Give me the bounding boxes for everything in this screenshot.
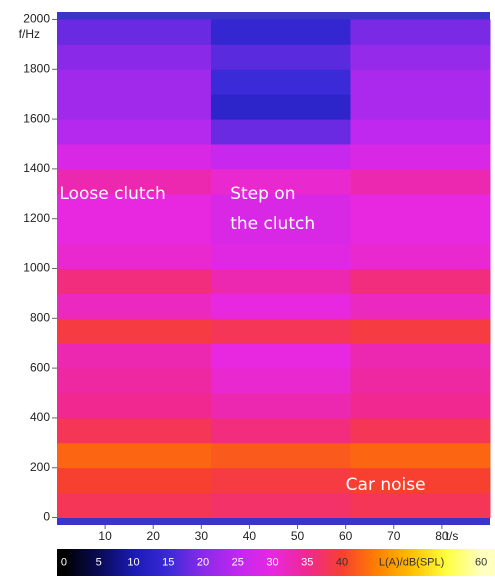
heatmap-cell [57, 219, 211, 244]
heatmap-cell [211, 443, 351, 468]
x-tick-label: 10 [98, 529, 112, 543]
chart: f/Hz t/s 0200400600800100012001400160018… [0, 0, 495, 578]
x-tick-label: 80 [435, 529, 449, 543]
heatmap-cell [57, 19, 211, 44]
colorbar-label: L(A)/dB(SPL) [379, 556, 444, 568]
y-tick-label: 800 [30, 310, 50, 324]
y-tick-label: 1000 [23, 261, 50, 275]
heatmap-cell [57, 94, 211, 119]
heatmap-cell [350, 493, 490, 518]
heatmap-cell [211, 468, 351, 493]
heatmap-cell [57, 493, 211, 518]
heatmap-cell [211, 94, 351, 119]
heatmap-cell [211, 493, 351, 518]
x-tick-label: 40 [243, 529, 257, 543]
heatmap-cell [57, 443, 211, 468]
y-tick-label: 600 [30, 360, 50, 374]
y-tick-label: 0 [43, 510, 50, 524]
heatmap-cell [350, 269, 490, 294]
heatmap-cell [350, 194, 490, 219]
heatmap-cell [211, 244, 351, 269]
heatmap-cell [57, 119, 211, 144]
heatmap-cell [350, 293, 490, 318]
heatmap-cell [211, 119, 351, 144]
heatmap-cell [57, 368, 211, 393]
heatmap-cell [211, 343, 351, 368]
colorbar-tick-label: 20 [197, 556, 209, 568]
y-tick-label: 400 [30, 410, 50, 424]
heatmap-cell [57, 44, 211, 69]
heatmap-cell [350, 443, 490, 468]
colorbar-tick-label: 5 [96, 556, 102, 568]
y-tick-label: 1400 [23, 161, 50, 175]
colorbar-tick-label: 0 [61, 556, 67, 568]
heatmap-cell [57, 69, 211, 94]
x-tick-label: 20 [147, 529, 161, 543]
x-tick-label: 30 [195, 529, 209, 543]
heatmap-cell [57, 293, 211, 318]
heatmap-cell [350, 169, 490, 194]
heatmap-cell [211, 293, 351, 318]
heatmap-cell [211, 144, 351, 169]
x-tick-label: 50 [291, 529, 305, 543]
heatmap-cell [350, 343, 490, 368]
heatmap-cell [211, 368, 351, 393]
heatmap-cell [211, 44, 351, 69]
heatmap-cell [57, 468, 211, 493]
heatmap-cell [57, 269, 211, 294]
heatmap-cell [211, 418, 351, 443]
heatmap-cell [350, 19, 490, 44]
heatmap-cell [350, 318, 490, 343]
colorbar-tick-label: 25 [232, 556, 244, 568]
heatmap-cell [350, 69, 490, 94]
heatmap-cell [350, 244, 490, 269]
x-tick-label: 60 [339, 529, 353, 543]
colorbar-tick-label: 15 [162, 556, 174, 568]
heatmap-cell [350, 144, 490, 169]
heatmap-cell [350, 119, 490, 144]
heatmap-cell [57, 144, 211, 169]
heatmap-cell [350, 44, 490, 69]
heatmap-cell [211, 393, 351, 418]
y-tick-label: 1800 [23, 61, 50, 75]
annotation-line: the clutch [230, 214, 315, 234]
heatmap-cell [57, 244, 211, 269]
y-tick-label: 1600 [23, 111, 50, 125]
x-tick-label: 70 [387, 529, 401, 543]
y-tick-label: 1200 [23, 211, 50, 225]
heatmap-cell [211, 318, 351, 343]
heatmap-cell [350, 368, 490, 393]
heatmap-cell [57, 393, 211, 418]
annotation-line: Car noise [346, 475, 426, 495]
colorbar-tick-label: 35 [301, 556, 313, 568]
heatmap-cell [350, 393, 490, 418]
heatmap-cell [57, 418, 211, 443]
annotation-line: Step on [230, 184, 295, 204]
annotation: Loose clutch [59, 184, 165, 204]
colorbar-tick-label: 10 [127, 556, 139, 568]
heatmap-cell [211, 19, 351, 44]
heatmap-cell [211, 69, 351, 94]
y-tick-label: 2000 [23, 12, 50, 26]
heatmap-cell [350, 418, 490, 443]
annotation-line: Loose clutch [59, 184, 165, 204]
heatmap-cell [350, 219, 490, 244]
heatmap-cell [211, 269, 351, 294]
y-axis-label: f/Hz [19, 27, 40, 41]
heatmap-cell [57, 318, 211, 343]
colorbar-tick-label: 40 [336, 556, 348, 568]
y-tick-label: 200 [30, 460, 50, 474]
annotation: Car noise [346, 475, 426, 495]
heatmap-cell [57, 343, 211, 368]
colorbar-tick-label: 30 [266, 556, 278, 568]
colorbar-tick-label: 60 [475, 556, 487, 568]
heatmap-cell [350, 94, 490, 119]
